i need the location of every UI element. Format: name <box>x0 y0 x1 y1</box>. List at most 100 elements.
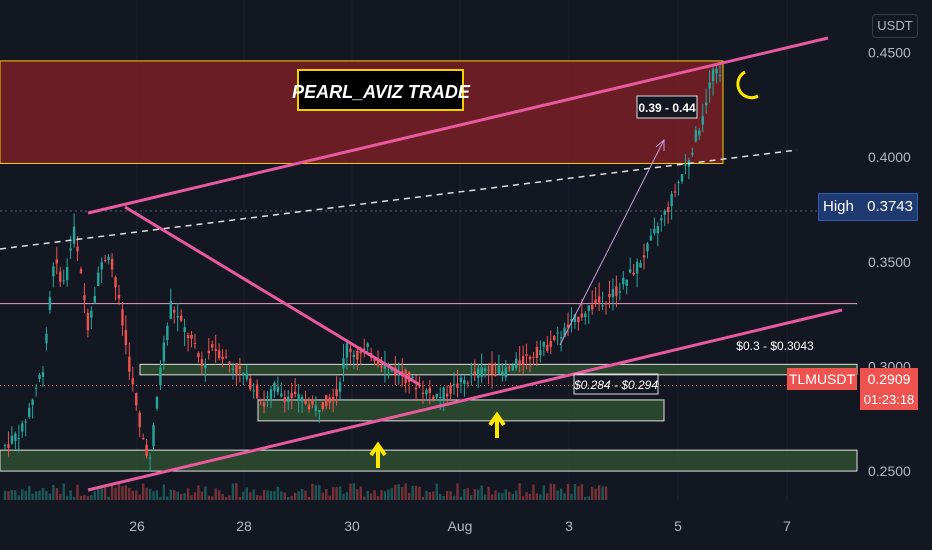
volume-bar <box>221 493 224 500</box>
volume-bar <box>432 491 435 500</box>
candle-body <box>539 349 542 356</box>
volume-bar <box>159 496 162 500</box>
candle-body <box>259 400 262 402</box>
candle-body <box>573 314 577 323</box>
y-tick-label: 0.2500 <box>868 463 911 479</box>
candle-body <box>86 312 90 331</box>
volume-bar <box>300 488 304 500</box>
volume-bar <box>62 483 65 500</box>
candle-body <box>494 373 497 377</box>
volume-bar <box>231 483 235 500</box>
candle-body <box>708 82 711 89</box>
volume-bar <box>131 490 135 500</box>
volume-bar <box>79 495 83 500</box>
volume-bar <box>48 493 52 500</box>
volume-bar <box>204 486 207 500</box>
candle-body <box>525 354 528 356</box>
candle-body <box>553 335 556 341</box>
candle-body <box>297 394 300 400</box>
volume-bar <box>31 493 34 500</box>
volume-bar <box>525 492 528 500</box>
volume-bar <box>318 484 321 500</box>
volume-bar <box>107 496 110 500</box>
volume-bar <box>176 491 179 500</box>
zone-rect <box>0 449 858 472</box>
volume-bar <box>214 488 217 500</box>
volume-bar <box>573 484 577 500</box>
candle-body <box>439 396 442 398</box>
volume-bar <box>76 484 79 500</box>
candle-body <box>666 207 670 212</box>
candle-body <box>83 295 86 301</box>
volume-bar <box>380 489 383 500</box>
volume-bar <box>100 486 103 500</box>
volume-layer <box>3 483 608 500</box>
candles-layer <box>3 63 722 473</box>
candle-body <box>518 360 521 366</box>
candle-body <box>611 289 615 298</box>
volume-bar <box>511 494 514 500</box>
volume-bar <box>83 494 86 500</box>
arrow-up-icon <box>369 441 387 468</box>
candle-body <box>556 332 559 334</box>
volume-bar <box>594 488 597 500</box>
volume-bar <box>521 496 525 500</box>
candle-body <box>532 356 535 358</box>
candle-body <box>615 286 618 297</box>
candle-body <box>228 361 231 364</box>
volume-bar <box>373 490 376 500</box>
volume-bar <box>463 489 466 500</box>
candle-body <box>31 399 34 405</box>
volume-bar <box>24 490 27 500</box>
volume-bar <box>325 489 328 500</box>
volume-bar <box>394 484 397 500</box>
candle-body <box>345 343 349 358</box>
candle-body <box>684 164 687 166</box>
volume-bar <box>487 486 490 500</box>
volume-bar <box>169 489 172 500</box>
volume-bar <box>539 494 542 500</box>
candle-body <box>459 377 463 383</box>
support-trendline <box>87 308 843 492</box>
zone-label-0.284: $0.284 - $0.294 <box>573 378 658 392</box>
candle-body <box>646 243 649 252</box>
candle-body <box>7 444 10 448</box>
candle-body <box>173 309 176 313</box>
candle-body <box>383 363 387 369</box>
countdown-tag: 01:23:18 <box>860 390 918 410</box>
volume-bar <box>328 495 331 500</box>
volume-bar <box>283 492 286 500</box>
volume-bar <box>376 496 380 500</box>
volume-bar <box>504 489 508 500</box>
candle-body <box>55 259 59 264</box>
volume-bar <box>570 493 573 500</box>
candle-body <box>200 359 204 367</box>
volume-bar <box>404 483 407 500</box>
candle-body <box>145 444 148 456</box>
candle-body <box>622 277 625 285</box>
volume-bar <box>179 494 183 500</box>
candle-body <box>342 358 345 369</box>
candle-body <box>276 386 280 393</box>
volume-bar <box>45 490 48 500</box>
candle-body <box>183 327 186 332</box>
volume-bar <box>200 491 204 500</box>
candle-body <box>428 387 432 393</box>
candle-body <box>155 396 159 409</box>
candle-body <box>62 280 65 282</box>
candle-body <box>290 393 293 399</box>
candle-body <box>335 389 338 397</box>
candle-body <box>21 423 24 432</box>
volume-bar <box>211 496 214 500</box>
candle-body <box>639 262 642 268</box>
candle-body <box>670 193 673 207</box>
candle-body <box>452 384 456 386</box>
candle-body <box>421 392 425 395</box>
volume-bar <box>563 493 566 500</box>
candle-body <box>103 260 107 262</box>
candle-body <box>628 269 632 273</box>
volume-bar <box>425 490 428 500</box>
candle-body <box>159 367 162 386</box>
watermark-box <box>297 69 464 111</box>
